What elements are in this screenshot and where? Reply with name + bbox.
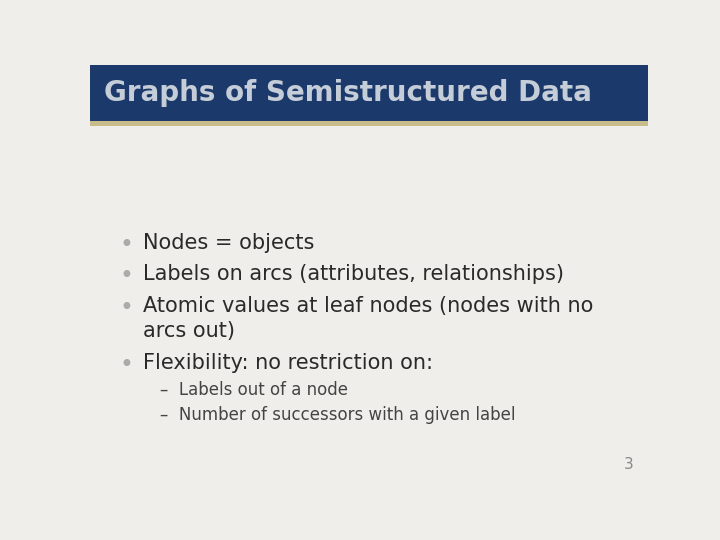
Text: Labels on arcs (attributes, relationships): Labels on arcs (attributes, relationship… [143,265,564,285]
Text: Graphs of Semistructured Data: Graphs of Semistructured Data [104,79,592,107]
Text: –  Labels out of a node: – Labels out of a node [160,381,348,399]
FancyBboxPatch shape [90,121,648,126]
Text: Atomic values at leaf nodes (nodes with no
arcs out): Atomic values at leaf nodes (nodes with … [143,295,593,341]
Text: •: • [120,233,133,257]
Text: 3: 3 [624,457,634,472]
Text: •: • [120,265,133,288]
Text: Nodes = objects: Nodes = objects [143,233,315,253]
FancyBboxPatch shape [90,65,648,121]
Text: –  Number of successors with a given label: – Number of successors with a given labe… [160,406,516,423]
Text: Flexibility: no restriction on:: Flexibility: no restriction on: [143,353,433,373]
Text: •: • [120,353,133,376]
Text: •: • [120,295,133,320]
